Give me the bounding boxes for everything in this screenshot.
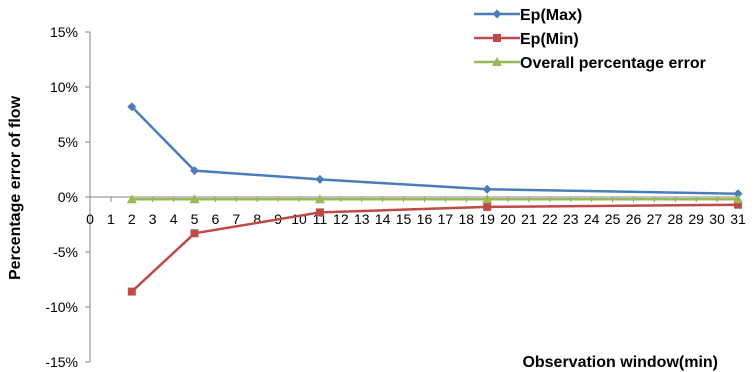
x-tick-label: 1 — [107, 211, 115, 227]
legend-swatch-marker — [493, 34, 501, 42]
x-tick-label: 22 — [542, 211, 558, 227]
data-point — [482, 194, 493, 204]
x-tick-label: 5 — [191, 211, 199, 227]
y-axis-title: Percentage error of flow — [7, 95, 24, 280]
data-point — [315, 208, 324, 217]
x-tick-label: 4 — [170, 211, 178, 227]
x-tick-label: 6 — [212, 211, 220, 227]
x-tick-label: 0 — [86, 211, 94, 227]
y-tick-label: 5% — [58, 134, 78, 150]
y-tick-label: 15% — [50, 24, 78, 40]
data-point — [733, 189, 743, 199]
data-point — [733, 194, 743, 204]
x-tick-label: 26 — [626, 211, 642, 227]
y-tick-label: -5% — [53, 244, 78, 260]
x-tick-label: 8 — [253, 211, 261, 227]
x-tick-label: 17 — [438, 211, 454, 227]
legend-item: Overall percentage error — [474, 55, 706, 72]
legend-label: Overall percentage error — [520, 55, 706, 72]
x-tick-label: 31 — [730, 211, 746, 227]
x-tick-label: 20 — [500, 211, 516, 227]
x-tick-label: 21 — [521, 211, 537, 227]
data-point — [190, 166, 200, 176]
series-2 — [127, 200, 742, 296]
legend-label: Ep(Max) — [520, 7, 582, 24]
x-tick-label: 7 — [232, 211, 240, 227]
data-point — [190, 229, 199, 238]
series-1 — [127, 102, 743, 199]
series-layer — [126, 102, 743, 296]
data-point — [483, 202, 492, 211]
data-point — [126, 194, 137, 204]
legend-swatch-marker — [492, 9, 502, 19]
x-tick-label: 23 — [563, 211, 579, 227]
data-point — [734, 200, 742, 209]
legend-label: Ep(Min) — [520, 31, 579, 48]
y-tick-label: 10% — [50, 79, 78, 95]
data-point — [127, 102, 137, 112]
legend: Ep(Max) Ep(Min) Overall percentage error — [474, 7, 706, 72]
legend-swatch-marker — [492, 57, 502, 66]
data-point — [482, 184, 492, 194]
x-tick-label: 27 — [647, 211, 663, 227]
x-tick-label: 28 — [668, 211, 684, 227]
axes: 15%10%5%0%-5%-10%-15%0 1 2 3 4 5 6 7 8 9 10 11 12 13 1… — [45, 24, 746, 370]
x-tick-label: 30 — [709, 211, 725, 227]
x-tick-label: 3 — [149, 211, 157, 227]
x-tick-label: 12 — [333, 211, 349, 227]
x-tick-label: 19 — [479, 211, 495, 227]
x-tick-label: 15 — [396, 211, 412, 227]
legend-item: Ep(Min) — [474, 31, 579, 48]
x-tick-label: 29 — [688, 211, 704, 227]
data-point — [314, 194, 325, 204]
x-tick-label: 24 — [584, 211, 600, 227]
x-tick-label: 13 — [354, 211, 370, 227]
legend-item: Ep(Max) — [474, 7, 582, 24]
x-tick-label: 18 — [458, 211, 474, 227]
y-tick-label: -15% — [45, 354, 78, 370]
data-point — [315, 174, 325, 184]
x-tick-label: 10 — [291, 211, 307, 227]
x-tick-label: 14 — [375, 211, 391, 227]
data-point — [189, 194, 200, 204]
x-tick-label: 16 — [417, 211, 433, 227]
series-3 — [126, 194, 743, 204]
y-tick-label: -10% — [45, 299, 78, 315]
y-tick-label: 0% — [58, 189, 78, 205]
series-line — [130, 105, 739, 195]
data-point — [127, 287, 136, 296]
x-axis-title: Observation window(min) — [522, 354, 718, 371]
x-tick-label: 2 — [128, 211, 136, 227]
x-tick-label: 25 — [605, 211, 621, 227]
